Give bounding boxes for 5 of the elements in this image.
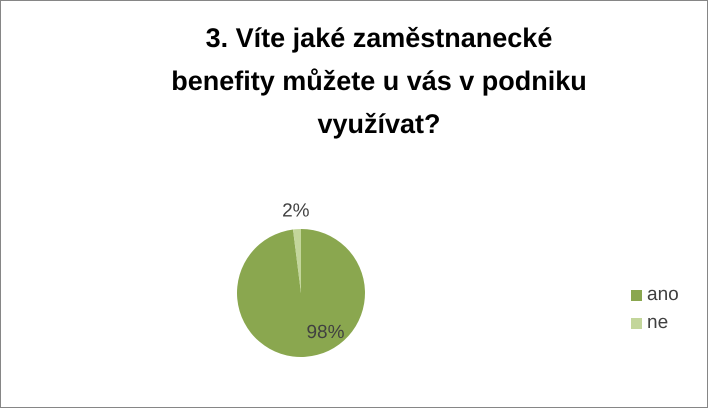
legend-label: ano: [647, 284, 679, 306]
data-label: 98%: [306, 322, 345, 343]
chart-title: 3. Víte jaké zaměstnanecké benefity můžete u vás v podniku využívat?: [170, 22, 588, 141]
data-label: 2%: [282, 200, 310, 222]
legend-label: ne: [647, 312, 668, 334]
